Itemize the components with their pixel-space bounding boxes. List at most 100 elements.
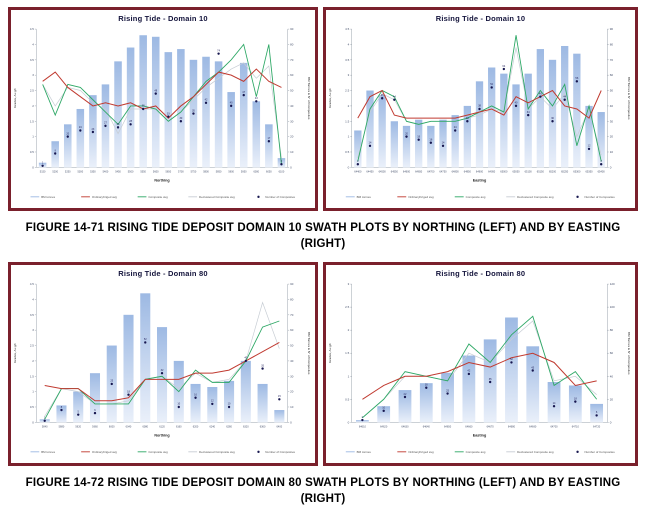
svg-text:3.5: 3.5 xyxy=(30,58,34,62)
svg-text:65100: 65100 xyxy=(525,169,533,173)
svg-text:OrdinaryKriged avg: OrdinaryKriged avg xyxy=(92,450,117,454)
svg-text:40: 40 xyxy=(230,101,233,105)
svg-text:5400: 5400 xyxy=(103,169,109,173)
svg-text:2: 2 xyxy=(348,104,350,108)
svg-text:5900: 5900 xyxy=(228,169,234,173)
svg-text:2.5: 2.5 xyxy=(345,305,349,309)
svg-text:BM tonnes: BM tonnes xyxy=(357,195,372,199)
svg-text:65050: 65050 xyxy=(512,169,520,173)
swath-plot-panel-domain10-easting: Rising Tide - Domain 10 0 0.5 1 1.5 2 2.5 3 3.5… xyxy=(323,7,638,211)
svg-text:26: 26 xyxy=(117,122,120,126)
svg-text:0: 0 xyxy=(290,420,292,424)
svg-text:5650: 5650 xyxy=(165,169,171,173)
svg-text:5350: 5350 xyxy=(90,169,96,173)
declustered-composite-avg-line xyxy=(362,320,597,419)
left-axis-title: Grades, Au g/t xyxy=(328,88,332,108)
svg-text:16: 16 xyxy=(429,137,432,141)
declustered-composite-avg-line xyxy=(357,47,602,159)
swath-plot-domain80-northing: 0 0.5 1 1.5 2 2.5 3 3.5 4 4.5 0 10 20 30 40 50 60 70 80 90 1… xyxy=(13,282,311,454)
svg-text:60: 60 xyxy=(610,351,614,355)
svg-text:32: 32 xyxy=(161,368,164,372)
number-of-composites-dots: 2 10 22 30 25 42 35 52 45 14 18 6 xyxy=(361,357,598,422)
svg-text:3.5: 3.5 xyxy=(345,58,349,62)
svg-text:30: 30 xyxy=(466,116,469,120)
svg-text:10: 10 xyxy=(382,406,385,410)
right-axis-title: BM Tonnes & N° of Composites xyxy=(627,77,631,120)
swath-plot-panel-domain80-easting: Rising Tide - Domain 80 0 0.5 1 1.5 2 2.5 3 0 20… xyxy=(323,262,638,466)
svg-text:10: 10 xyxy=(290,405,294,409)
svg-text:30: 30 xyxy=(425,383,428,387)
right-axis-title: BM Tonnes & N° of Composites xyxy=(627,332,631,375)
ordinarykriged-avg-line xyxy=(42,68,282,119)
svg-text:22: 22 xyxy=(404,392,407,396)
svg-text:50: 50 xyxy=(610,89,614,93)
chart-title: Rising Tide - Domain 80 xyxy=(435,269,526,278)
svg-text:90: 90 xyxy=(610,27,614,31)
svg-text:1: 1 xyxy=(32,135,34,139)
svg-text:0: 0 xyxy=(610,420,612,424)
svg-text:50: 50 xyxy=(290,88,294,92)
bm-tonnes-bars xyxy=(356,317,604,423)
svg-text:1.5: 1.5 xyxy=(30,119,34,123)
svg-text:20: 20 xyxy=(610,135,614,139)
svg-text:60: 60 xyxy=(290,328,294,332)
svg-text:4.5: 4.5 xyxy=(30,27,34,31)
svg-text:0.5: 0.5 xyxy=(30,405,34,409)
svg-text:4.5: 4.5 xyxy=(30,282,34,286)
svg-text:64400: 64400 xyxy=(354,169,362,173)
svg-text:Declustered Composite avg: Declustered Composite avg xyxy=(199,450,235,454)
svg-text:48: 48 xyxy=(154,88,157,92)
svg-text:12: 12 xyxy=(588,144,591,148)
svg-text:30: 30 xyxy=(551,116,554,120)
svg-text:30: 30 xyxy=(290,374,294,378)
svg-text:8: 8 xyxy=(61,405,63,409)
svg-text:30: 30 xyxy=(610,119,614,123)
svg-text:5800: 5800 xyxy=(203,169,209,173)
legend: BM tonnes OrdinaryKriged avg Composite avg… xyxy=(30,195,296,199)
svg-text:6240: 6240 xyxy=(209,424,215,428)
svg-text:6050: 6050 xyxy=(266,169,272,173)
svg-text:23: 23 xyxy=(91,127,94,131)
svg-text:17: 17 xyxy=(267,136,270,140)
svg-text:6320: 6320 xyxy=(243,424,249,428)
figure-14-71-caption: FIGURE 14-71 RISING TIDE DEPOSIT DOMAIN … xyxy=(25,222,621,250)
svg-text:18: 18 xyxy=(417,134,420,138)
svg-text:64640: 64640 xyxy=(423,424,431,428)
svg-text:74: 74 xyxy=(217,48,220,52)
bm-tonnes-bars xyxy=(354,45,605,168)
swath-plot-domain80-easting: 00.511.522.53020406080100120210223025423… xyxy=(328,282,631,454)
svg-text:5200: 5200 xyxy=(52,169,58,173)
svg-text:5250: 5250 xyxy=(65,169,71,173)
svg-text:47: 47 xyxy=(242,90,245,94)
svg-text:5880: 5880 xyxy=(59,424,65,428)
svg-text:0.5: 0.5 xyxy=(345,397,349,401)
svg-text:4: 4 xyxy=(32,297,34,301)
svg-text:100: 100 xyxy=(610,305,615,309)
svg-text:44: 44 xyxy=(393,94,396,98)
number-of-composites-dots: 2 14 45 44 20 18 16 14 24 30 38 52 64 40 34 46 30 44 56 12 2 xyxy=(356,64,602,166)
svg-text:64720: 64720 xyxy=(593,424,601,428)
svg-text:64610: 64610 xyxy=(359,424,367,428)
svg-text:5: 5 xyxy=(78,409,80,413)
ordinarykriged-avg-line xyxy=(44,341,280,402)
svg-text:56: 56 xyxy=(575,76,578,80)
svg-text:64600: 64600 xyxy=(403,169,411,173)
left-axis-title: Grades, Au g/t xyxy=(13,343,17,363)
svg-text:0: 0 xyxy=(32,420,34,424)
svg-text:5920: 5920 xyxy=(75,424,81,428)
svg-text:6200: 6200 xyxy=(193,424,199,428)
svg-text:6000: 6000 xyxy=(109,424,115,428)
svg-text:0.5: 0.5 xyxy=(345,150,349,154)
svg-text:5700: 5700 xyxy=(178,169,184,173)
svg-text:65300: 65300 xyxy=(573,169,581,173)
svg-text:64800: 64800 xyxy=(452,169,460,173)
x-tick-labels: 5150 5200 5250 5300 5350 5400 5450 5500 5550 5600… xyxy=(40,169,285,173)
svg-text:64900: 64900 xyxy=(476,169,484,173)
svg-text:1: 1 xyxy=(32,390,34,394)
svg-text:14: 14 xyxy=(553,401,556,405)
svg-text:6160: 6160 xyxy=(176,424,182,428)
composite-avg-line xyxy=(44,320,280,420)
svg-text:38: 38 xyxy=(478,104,481,108)
